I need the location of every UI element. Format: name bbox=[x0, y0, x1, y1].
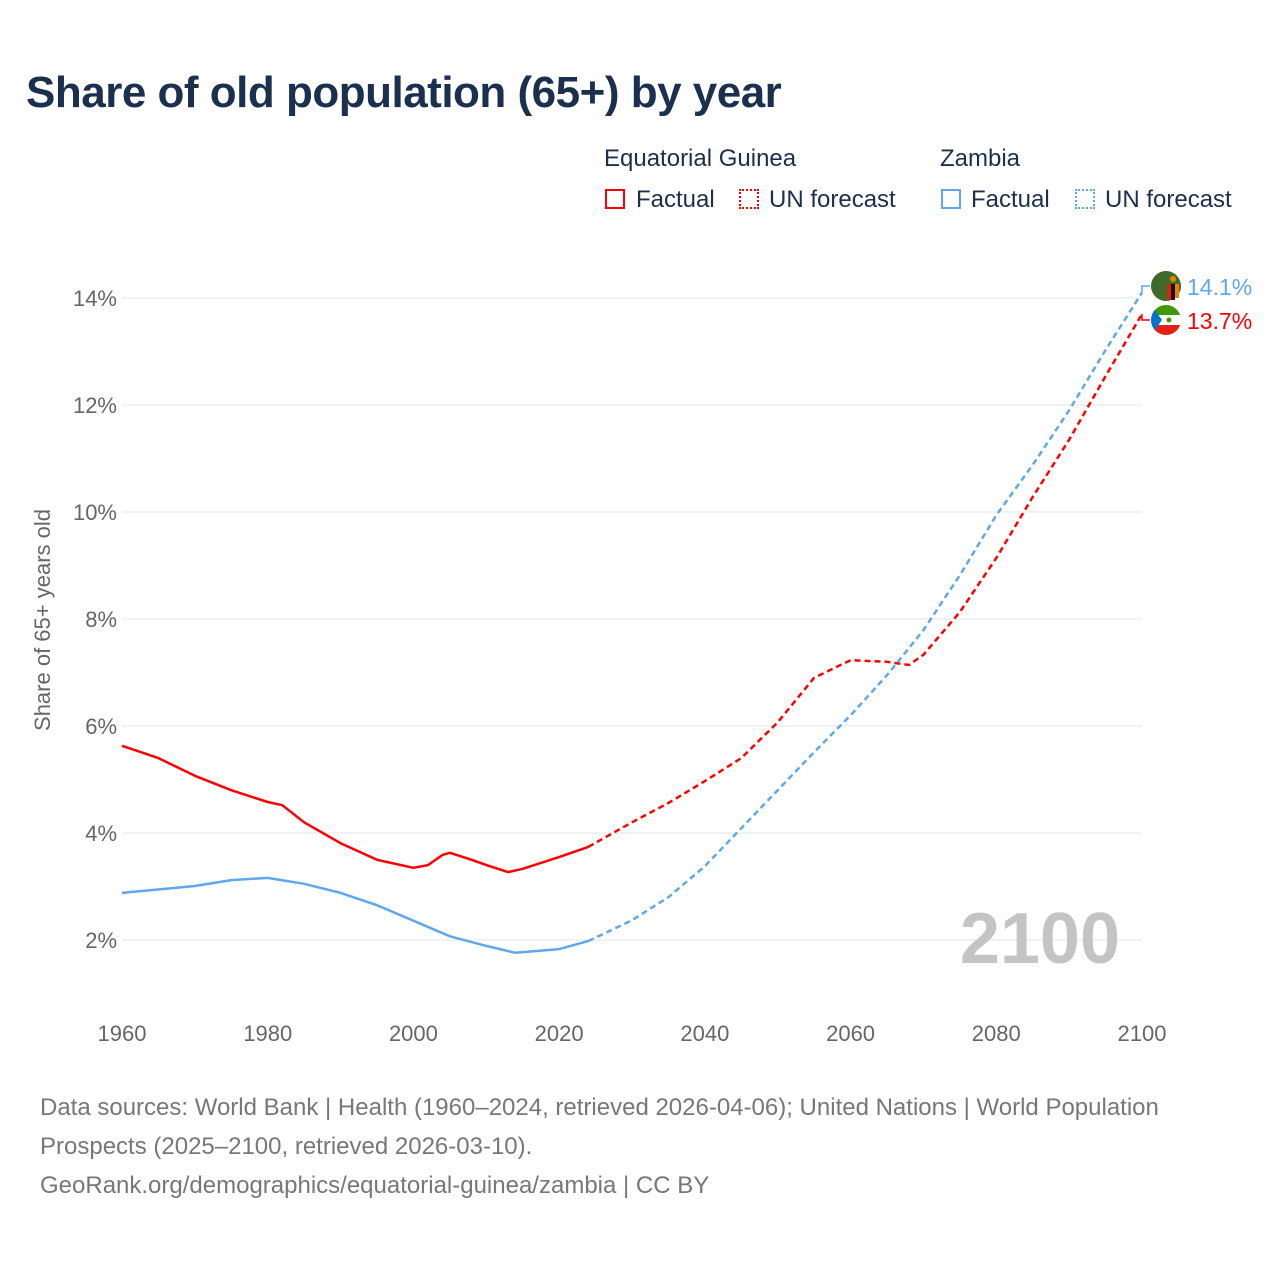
flag-stripe-white bbox=[1151, 315, 1181, 325]
y-tick-label: 10% bbox=[73, 500, 117, 525]
legend-label-eq-factual[interactable]: Factual bbox=[636, 186, 715, 213]
flag-emblem bbox=[1166, 317, 1172, 323]
y-tick-label: 4% bbox=[85, 821, 117, 846]
connector-equatorial-guinea bbox=[1141, 314, 1150, 321]
source-note: Data sources: World Bank | Health (1960–… bbox=[40, 1088, 1190, 1205]
end-label-zambia: 14.1% bbox=[1187, 274, 1252, 300]
x-tick-label: 2020 bbox=[535, 1021, 584, 1046]
line-zambia-factual bbox=[121, 876, 589, 955]
legend-swatch-eq-forecast bbox=[739, 189, 759, 209]
x-tick-label: 1980 bbox=[243, 1021, 292, 1046]
y-tick-label: 12% bbox=[73, 393, 117, 418]
end-label-equatorial-guinea: 13.7% bbox=[1187, 308, 1252, 334]
legend-label-zm-factual[interactable]: Factual bbox=[971, 186, 1050, 213]
flag-stripe-red bbox=[1167, 284, 1171, 300]
legend-group-title-equatorial-guinea: Equatorial Guinea bbox=[604, 145, 797, 172]
y-axis-label: Share of 65+ years old bbox=[30, 509, 55, 731]
flag-stripe-orange bbox=[1175, 284, 1179, 298]
legend-swatch-zm-forecast bbox=[1075, 189, 1095, 209]
y-tick-label: 2% bbox=[85, 928, 117, 953]
flag-eagle bbox=[1170, 276, 1176, 282]
plot-area: 2% 4% 6% 8% 10% 12% 14% 1960 1980 2000 2020 2040 206… bbox=[30, 271, 1252, 1046]
chart-title: Share of old population (65+) by year bbox=[26, 68, 782, 117]
connector-zambia bbox=[1141, 285, 1150, 293]
x-tick-label: 2000 bbox=[389, 1021, 438, 1046]
y-tick-label: 6% bbox=[85, 714, 117, 739]
legend-label-eq-forecast[interactable]: UN forecast bbox=[769, 186, 896, 213]
y-tick-label: 14% bbox=[73, 286, 117, 311]
flag-zambia-icon bbox=[1151, 271, 1181, 301]
line-equatorial-guinea-factual bbox=[121, 744, 589, 874]
y-tick-label: 8% bbox=[85, 607, 117, 632]
x-tick-label: 1960 bbox=[98, 1021, 147, 1046]
x-tick-label: 2080 bbox=[972, 1021, 1021, 1046]
flag-stripe-red bbox=[1151, 325, 1181, 335]
x-tick-label: 2060 bbox=[826, 1021, 875, 1046]
source-line: Data sources: World Bank | Health (1960–… bbox=[40, 1094, 1159, 1160]
legend-swatch-eq-factual bbox=[605, 189, 625, 209]
line-zambia-forecast bbox=[587, 291, 1144, 943]
flag-equatorial-guinea-icon bbox=[1151, 305, 1181, 335]
x-tick-label: 2040 bbox=[680, 1021, 729, 1046]
flag-stripe-black bbox=[1171, 284, 1175, 300]
x-tick-label: 2100 bbox=[1118, 1021, 1167, 1046]
line-equatorial-guinea-forecast bbox=[587, 313, 1144, 848]
source-url[interactable]: GeoRank.org/demographics/equatorial-guin… bbox=[40, 1172, 710, 1199]
legend-swatch-zm-factual bbox=[941, 189, 961, 209]
year-watermark: 2100 bbox=[960, 899, 1120, 979]
legend-label-zm-forecast[interactable]: UN forecast bbox=[1105, 186, 1232, 213]
legend-group-title-zambia: Zambia bbox=[940, 145, 1021, 172]
flag-body bbox=[1151, 305, 1181, 335]
flag-triangle bbox=[1151, 305, 1162, 335]
flag-stripe-green bbox=[1151, 305, 1181, 315]
